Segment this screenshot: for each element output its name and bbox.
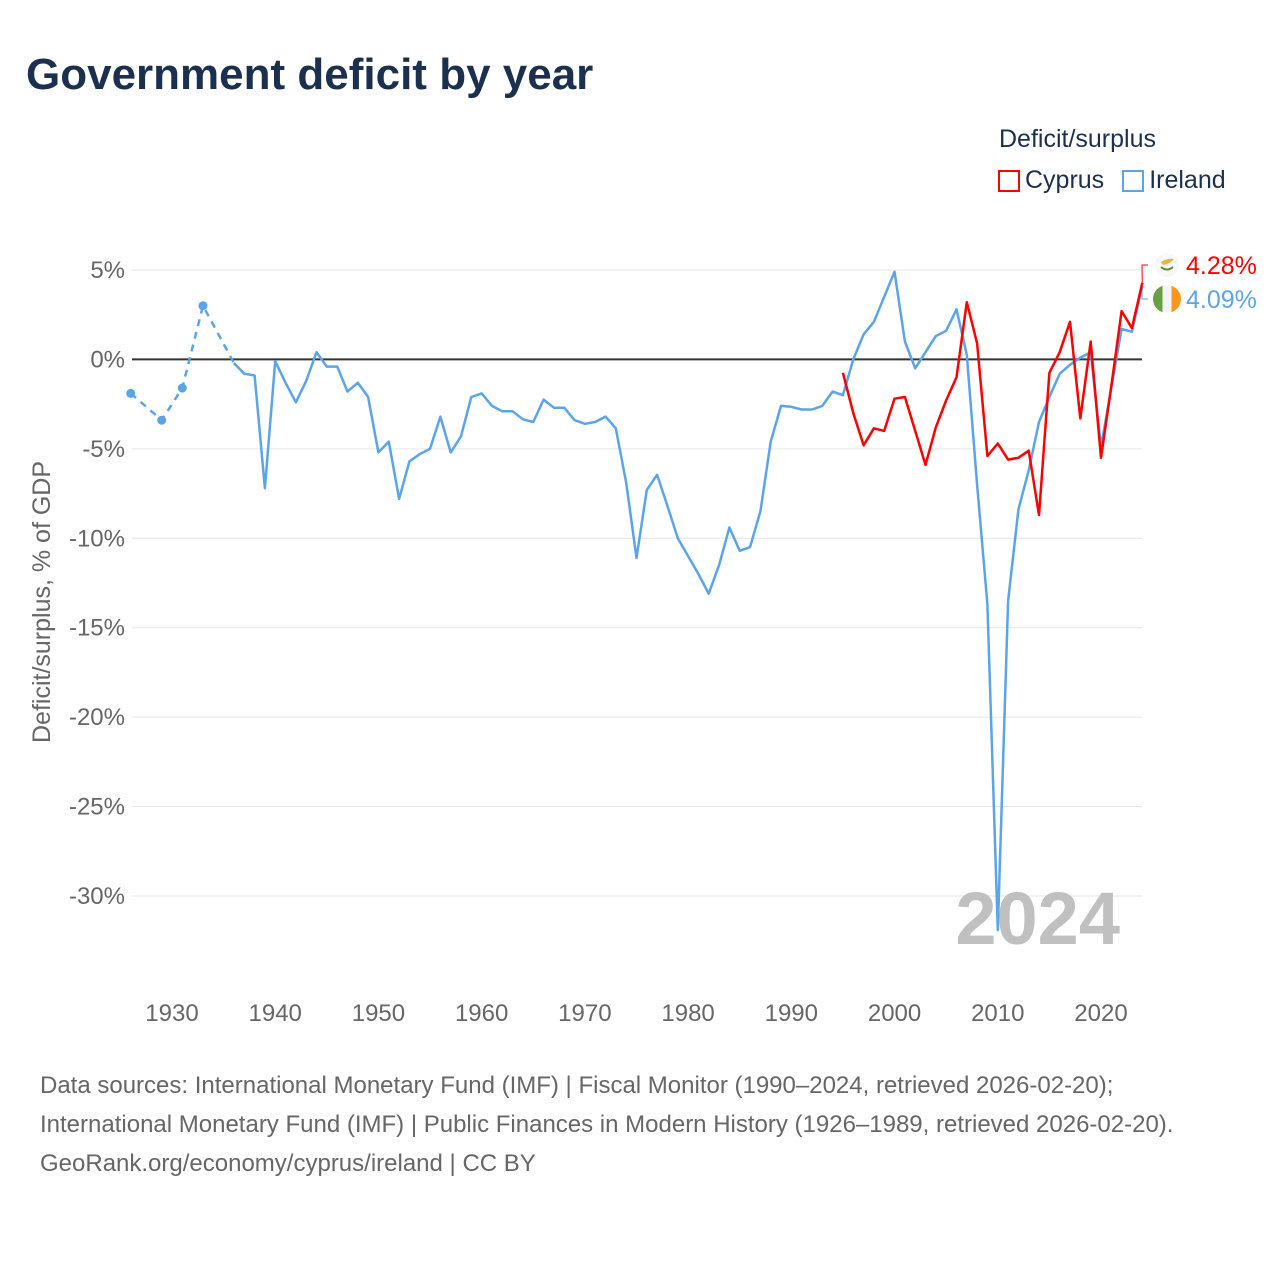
- flag-branches: [1160, 266, 1174, 271]
- x-tick-label: 2010: [971, 1000, 1024, 1027]
- legend-swatch-ireland: [1122, 169, 1145, 192]
- data-point-ireland: [198, 301, 208, 311]
- y-tick-label: 0%: [90, 346, 125, 373]
- y-tick-label: -25%: [69, 794, 125, 821]
- flag-orange: [1171, 285, 1181, 313]
- end-label-cyprus: 4.28%: [1186, 252, 1257, 280]
- x-tick-label: 1930: [145, 1000, 198, 1027]
- series-line-ireland-sparse: [129, 302, 236, 423]
- end-label-ireland: 4.09%: [1186, 286, 1257, 314]
- data-sources: Data sources: International Monetary Fun…: [40, 1072, 1174, 1138]
- x-tick-label: 2000: [868, 1000, 921, 1027]
- x-tick-label: 1990: [765, 1000, 818, 1027]
- x-tick-label: 2020: [1074, 1000, 1127, 1027]
- end-label-connector-cyprus: [1141, 264, 1148, 283]
- legend-swatch-cyprus: [998, 169, 1020, 192]
- x-tick-label: 1970: [558, 1000, 611, 1027]
- legend-label-cyprus: Cyprus: [1025, 166, 1105, 194]
- flag-ireland-icon: [1153, 285, 1181, 313]
- y-tick-label: -15%: [69, 615, 125, 642]
- x-tick-label: 1950: [352, 1000, 405, 1027]
- y-tick-label: -10%: [69, 525, 125, 552]
- x-tick-label: 1960: [455, 1000, 508, 1027]
- data-point-ireland: [157, 415, 167, 425]
- y-tick-label: 5%: [90, 257, 125, 284]
- chart-title: Government deficit by year: [26, 50, 594, 99]
- end-label-connector-ireland: [1141, 286, 1148, 300]
- legend-title: Deficit/surplus: [999, 125, 1156, 153]
- flag-body: [1153, 285, 1181, 313]
- legend-label-ireland: Ireland: [1149, 166, 1226, 194]
- flag-green: [1153, 285, 1163, 313]
- series-line-ireland: [233, 270, 1144, 932]
- chart-plot: Deficit/surplus, % of GDP 5% 0% -5% -10% -15…: [28, 252, 1257, 1027]
- flag-white: [1162, 285, 1172, 313]
- y-tick-label: -20%: [69, 704, 125, 731]
- y-tick-label: -30%: [69, 883, 125, 910]
- credit-link[interactable]: GeoRank.org/economy/cyprus/ireland | CC …: [40, 1150, 536, 1177]
- data-point-ireland: [177, 383, 187, 393]
- legend-item-cyprus[interactable]: Cyprus: [998, 166, 1104, 195]
- x-tick-label: 1940: [249, 1000, 302, 1027]
- x-tick-label: 1980: [661, 1000, 714, 1027]
- legend-item-ireland[interactable]: Ireland: [1122, 166, 1226, 195]
- legend: Cyprus Ireland: [998, 166, 1226, 195]
- flag-cyprus-icon: [1155, 253, 1179, 277]
- footer: Data sources: International Monetary Fun…: [40, 1066, 1240, 1183]
- y-tick-label: -5%: [82, 436, 125, 463]
- flag-island: [1161, 258, 1174, 265]
- series-line-cyprus: [841, 282, 1144, 517]
- year-watermark: 2024: [955, 877, 1120, 960]
- flag-bg: [1155, 253, 1179, 277]
- y-axis-label: Deficit/surplus, % of GDP: [28, 461, 56, 743]
- data-point-ireland: [126, 388, 136, 398]
